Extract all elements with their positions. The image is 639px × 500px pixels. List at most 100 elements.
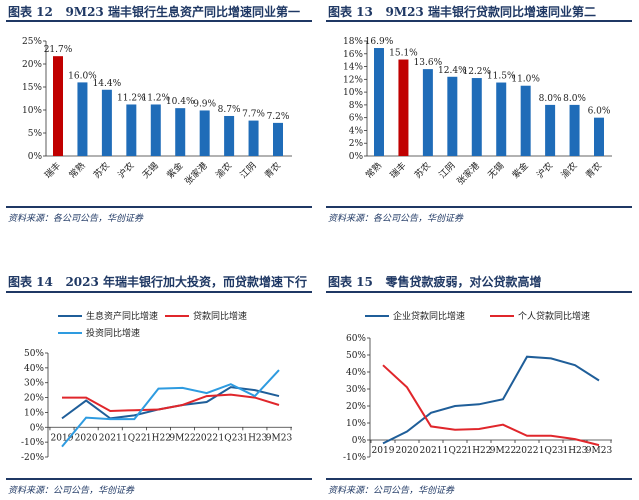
fig13-bar (374, 48, 384, 156)
fig15-y-tick-label: -10% (343, 453, 366, 463)
fig12-label: 图表 12 (8, 5, 53, 19)
fig13-bar (398, 59, 409, 156)
fig15-source: 资料来源：公司公告，华创证券 (328, 486, 455, 496)
fig14-y-tick-label: -10% (21, 438, 44, 448)
fig12-y-tick-label: 25% (22, 37, 42, 47)
fig14-category-label: 1Q23 (218, 433, 243, 443)
fig14-legend-label: 生息资产同比增速 (86, 310, 158, 322)
fig12-category-label: 苏农 (91, 160, 112, 181)
fig13-data-label: 12.4% (438, 66, 467, 76)
fig13-category-label: 苏农 (412, 160, 433, 181)
fig13-category-label: 无锡 (486, 160, 507, 181)
fig12-title: 图表 12 9M23 瑞丰银行生息资产同比增速同业第一 (8, 3, 300, 20)
fig13-category-label: 江阴 (437, 160, 458, 181)
fig12-bar (126, 104, 137, 156)
fig14-category-label: 9M23 (266, 433, 293, 443)
fig12-bar (273, 122, 283, 156)
fig12-data-label: 11.2% (117, 93, 146, 103)
fig14-y-tick-label: 20% (24, 394, 44, 404)
fig15-category-label: 1H22 (466, 446, 491, 456)
fig13-title-text: 9M23 瑞丰银行贷款同比增速同业第二 (385, 5, 596, 19)
fig12-category-label: 张家港 (182, 160, 210, 188)
fig13-data-label: 15.1% (389, 49, 418, 59)
fig13-y-tick-label: 10% (343, 88, 363, 98)
fig15-bottom-rule (326, 478, 632, 480)
fig13-bar (496, 82, 507, 156)
fig15-legend-label: 个人贷款同比增速 (518, 310, 590, 322)
fig14-label: 图表 14 (8, 275, 53, 289)
fig13-y-tick-label: 14% (343, 63, 363, 73)
fig15-legend-label: 企业贷款同比增速 (393, 310, 465, 322)
fig15-series-line-1 (382, 355, 600, 445)
fig12-data-label: 21.7% (44, 45, 73, 55)
fig13-data-label: 6.0% (588, 107, 611, 117)
fig13-category-label: 沪农 (534, 160, 555, 181)
fig12-y-tick-label: 0% (28, 152, 43, 162)
fig12-data-label: 11.2% (141, 93, 170, 103)
fig14-series-line-2 (62, 393, 280, 412)
fig12-category-label: 紫金 (164, 160, 185, 181)
fig12-title-text: 9M23 瑞丰银行生息资产同比增速同业第一 (65, 5, 300, 19)
fig13-y-tick-label: 0% (349, 152, 364, 162)
fig13-bar (594, 117, 604, 156)
fig12-bottom-rule (6, 206, 312, 208)
fig14-category-label: 1H23 (242, 433, 267, 443)
fig12-category-label: 瑞丰 (42, 160, 63, 181)
fig13-bar (569, 104, 580, 156)
fig12-top-rule (6, 20, 312, 22)
fig15-y-tick-label: 30% (346, 385, 366, 395)
fig13-bar (422, 69, 433, 156)
fig13-category-label: 张家港 (454, 160, 482, 188)
fig12-category-label: 沪农 (115, 160, 136, 181)
fig12-bar (150, 104, 161, 156)
fig12-data-label: 7.7% (242, 110, 265, 120)
fig12-category-label: 常熟 (66, 160, 87, 181)
fig15-category-label: 1Q23 (539, 446, 564, 456)
fig14-source: 资料来源：公司公告，华创证券 (8, 486, 135, 496)
fig14-bottom-rule (6, 478, 312, 480)
fig12-category-label: 江阴 (238, 160, 259, 181)
fig12-bar (248, 120, 259, 156)
fig13-y-tick-label: 6% (349, 114, 364, 124)
fig14-y-tick-label: 30% (24, 379, 44, 389)
fig13-source: 资料来源：各公司公告，华创证券 (328, 214, 464, 224)
fig12-data-label: 14.4% (93, 79, 122, 89)
fig12-bar (224, 115, 235, 156)
fig14-category-label: 1Q22 (122, 433, 147, 443)
fig15-label: 图表 15 (328, 275, 373, 289)
fig13-data-label: 16.9% (365, 37, 394, 47)
fig15-category-label: 9M22 (490, 446, 516, 456)
fig13-category-label: 青农 (583, 160, 604, 181)
fig12-data-label: 10.4% (166, 97, 195, 107)
fig15-y-tick-label: 50% (346, 351, 366, 361)
fig12-bar (199, 110, 210, 156)
fig13-data-label: 8.0% (539, 94, 562, 104)
fig14-title: 图表 14 2023 年瑞丰银行加大投资，而贷款增速下行 (8, 273, 307, 290)
fig12-y-tick-label: 5% (28, 129, 43, 139)
fig15-category-label: 1Q22 (443, 446, 468, 456)
fig14-legend-label: 贷款同比增速 (193, 310, 247, 322)
fig14-legend-label: 投资同比增速 (86, 327, 140, 339)
fig13-y-tick-label: 4% (349, 126, 364, 136)
fig12-category-label: 青农 (262, 160, 283, 181)
fig14-top-rule (6, 291, 312, 293)
fig12-category-label: 渝农 (213, 160, 234, 181)
fig14-y-tick-label: 40% (24, 364, 44, 374)
fig15-category-label: 9M23 (586, 446, 613, 456)
fig13-data-label: 12.2% (462, 67, 491, 77)
fig12-data-label: 7.2% (267, 112, 290, 122)
fig13-bar (447, 76, 458, 156)
fig12-y-tick-label: 20% (22, 60, 42, 70)
fig12-bar (53, 56, 63, 156)
fig14-y-tick-label: 10% (24, 408, 44, 418)
fig14-series-line-3 (61, 369, 280, 448)
fig13-y-tick-label: 16% (343, 50, 363, 60)
fig14-y-tick-label: -20% (21, 453, 44, 463)
fig13-bar (545, 104, 556, 156)
fig15-y-tick-label: 10% (346, 419, 366, 429)
fig15-title: 图表 15 零售贷款疲弱，对公贷款高增 (328, 273, 541, 290)
fig15-category-label: 2021 (420, 446, 443, 456)
fig14-category-label: 2019 (51, 433, 74, 443)
fig15-category-label: 1H23 (562, 446, 587, 456)
